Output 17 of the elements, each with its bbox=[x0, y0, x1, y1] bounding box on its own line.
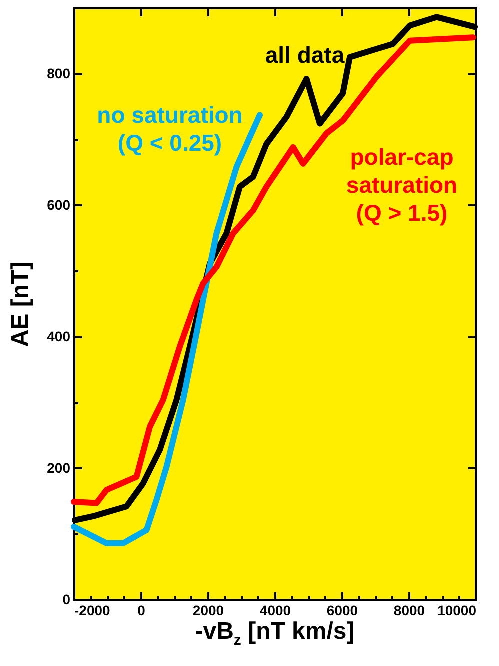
x-tick-label: 0 bbox=[138, 602, 146, 618]
x-tick-label: 6000 bbox=[326, 602, 358, 618]
x-tick-label: 2000 bbox=[192, 602, 224, 618]
y-axis-title: AE [nT] bbox=[7, 262, 34, 348]
x-tick-label: 10000 bbox=[438, 602, 477, 618]
x-tick-label: 4000 bbox=[260, 602, 292, 618]
x-axis-title: -vB$_{z}$ [nT km/s] bbox=[194, 618, 356, 649]
y-tick-label: 600 bbox=[47, 196, 71, 213]
series-label: no saturation (Q < 0.25) bbox=[97, 102, 243, 156]
y-tick-label: 0 bbox=[62, 592, 71, 608]
y-tick-label: 400 bbox=[47, 328, 71, 344]
x-tick-label: 8000 bbox=[394, 602, 426, 618]
legend-label: all data bbox=[265, 42, 345, 68]
x-tick-label: -2000 bbox=[74, 602, 111, 618]
y-tick-label: 800 bbox=[47, 65, 71, 82]
y-tick-label: 200 bbox=[47, 460, 71, 476]
series-label: polar-cap saturation (Q > 1.5) bbox=[346, 144, 458, 226]
